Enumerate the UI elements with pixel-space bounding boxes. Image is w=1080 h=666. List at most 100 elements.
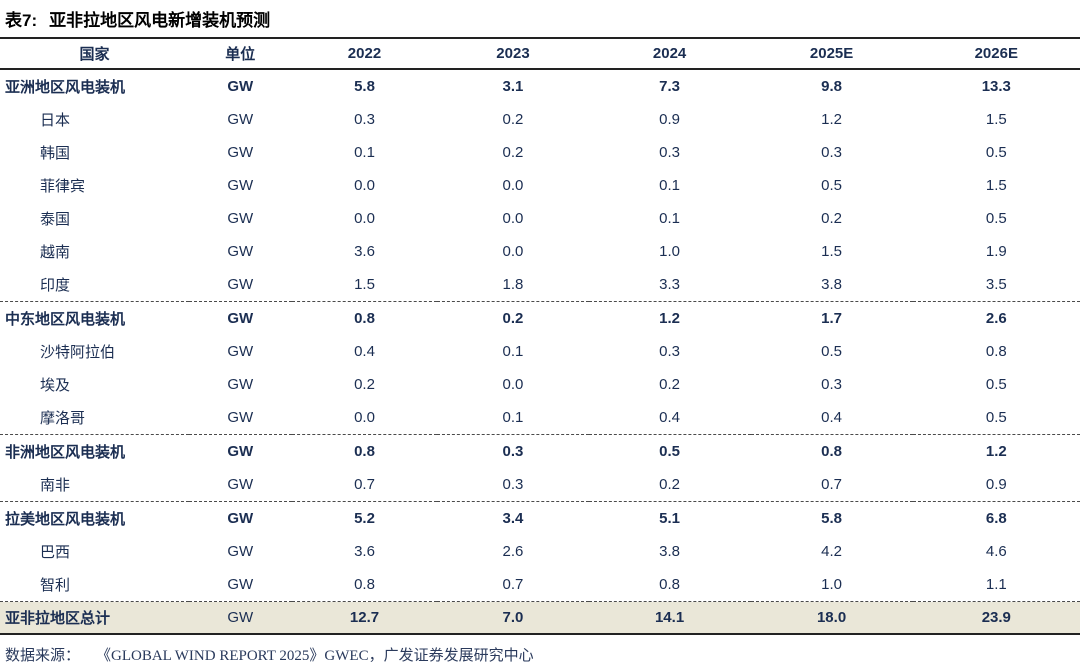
table-row: 亚非拉地区总计 GW 12.7 7.0 14.1 18.0 23.9 <box>0 601 1080 635</box>
unit-cell: GW <box>227 210 254 227</box>
value-cell: 0.0 <box>354 177 375 194</box>
wind-installation-forecast-table: 国家 单位 2022 2023 2024 2025E 2026E 亚洲地区风电装… <box>0 37 1080 635</box>
table-row: 拉美地区风电装机 GW 5.2 3.4 5.1 5.8 6.8 <box>0 501 1080 535</box>
value-cell: 9.8 <box>821 78 842 95</box>
unit-cell: GW <box>227 177 254 194</box>
country-cell: 拉美地区风电装机 <box>0 501 189 535</box>
value-cell: 0.7 <box>821 476 842 493</box>
column-header-2026e: 2026E <box>912 38 1080 70</box>
value-cell: 23.9 <box>912 601 1080 635</box>
value-cell: 0.3 <box>659 144 680 161</box>
country-cell: 非洲地区风电装机 <box>0 434 189 468</box>
table-header-row: 国家 单位 2022 2023 2024 2025E 2026E <box>0 38 1080 70</box>
value-cell: 1.9 <box>985 243 1007 260</box>
table-number-label: 表7: <box>5 11 38 30</box>
value-cell: 0.2 <box>821 210 842 227</box>
country-cell: 印度 <box>40 277 71 294</box>
country-cell: 韩国 <box>40 145 71 162</box>
value-cell: 3.6 <box>354 243 375 260</box>
value-cell: 1.2 <box>588 301 751 335</box>
value-cell: 0.7 <box>354 476 375 493</box>
value-cell: 5.8 <box>354 78 375 95</box>
country-cell: 埃及 <box>40 377 71 394</box>
table-row: 菲律宾 GW 0.0 0.0 0.1 0.5 1.5 <box>0 169 1080 202</box>
unit-cell: GW <box>227 543 254 560</box>
table-row: 南非 GW 0.7 0.3 0.2 0.7 0.9 <box>0 468 1080 502</box>
table-row: 印度 GW 1.5 1.8 3.3 3.8 3.5 <box>0 268 1080 302</box>
value-cell: 0.3 <box>437 434 589 468</box>
data-source-note: 数据来源： 《GLOBAL WIND REPORT 2025》GWEC，广发证券… <box>0 635 1080 665</box>
country-cell: 南非 <box>40 477 71 494</box>
value-cell: 1.1 <box>985 576 1007 593</box>
unit-cell: GW <box>189 434 292 468</box>
column-header-country: 国家 <box>0 38 189 70</box>
value-cell: 14.1 <box>588 601 751 635</box>
country-cell: 泰国 <box>40 211 71 228</box>
country-cell: 日本 <box>40 112 71 129</box>
table-row: 沙特阿拉伯 GW 0.4 0.1 0.3 0.5 0.8 <box>0 335 1080 368</box>
table-row: 亚洲地区风电装机 GW 5.8 3.1 7.3 9.8 13.3 <box>0 69 1080 103</box>
value-cell: 0.2 <box>659 476 680 493</box>
country-cell: 摩洛哥 <box>40 410 86 427</box>
table-row: 日本 GW 0.3 0.2 0.9 1.2 1.5 <box>0 103 1080 136</box>
table-title-text: 亚非拉地区风电新增装机预测 <box>49 11 271 30</box>
value-cell: 0.1 <box>354 144 375 161</box>
table-title: 表7: 亚非拉地区风电新增装机预测 <box>0 0 1080 37</box>
table-row: 韩国 GW 0.1 0.2 0.3 0.3 0.5 <box>0 136 1080 169</box>
value-cell: 2.6 <box>912 301 1080 335</box>
value-cell: 3.8 <box>659 543 680 560</box>
unit-cell: GW <box>227 476 254 493</box>
value-cell: 0.5 <box>985 144 1007 161</box>
value-cell: 0.0 <box>354 409 375 426</box>
unit-cell: GW <box>189 301 292 335</box>
data-source-label: 数据来源： <box>5 648 81 664</box>
value-cell: 13.3 <box>981 78 1011 95</box>
table-row: 中东地区风电装机 GW 0.8 0.2 1.2 1.7 2.6 <box>0 301 1080 335</box>
value-cell: 0.3 <box>659 343 680 360</box>
value-cell: 0.5 <box>985 376 1007 393</box>
column-header-2024: 2024 <box>588 38 751 70</box>
country-cell: 智利 <box>40 577 71 594</box>
value-cell: 6.8 <box>912 501 1080 535</box>
unit-cell: GW <box>227 78 254 95</box>
value-cell: 1.7 <box>750 301 913 335</box>
value-cell: 0.3 <box>354 111 375 128</box>
value-cell: 0.2 <box>502 144 524 161</box>
value-cell: 0.1 <box>659 177 680 194</box>
table-row: 巴西 GW 3.6 2.6 3.8 4.2 4.6 <box>0 535 1080 568</box>
table-row: 埃及 GW 0.2 0.0 0.2 0.3 0.5 <box>0 368 1080 401</box>
value-cell: 1.2 <box>821 111 842 128</box>
value-cell: 5.8 <box>750 501 913 535</box>
value-cell: 18.0 <box>750 601 913 635</box>
value-cell: 0.0 <box>502 177 524 194</box>
value-cell: 1.8 <box>502 276 524 293</box>
value-cell: 1.2 <box>912 434 1080 468</box>
value-cell: 0.8 <box>750 434 913 468</box>
value-cell: 1.5 <box>985 111 1007 128</box>
unit-cell: GW <box>227 343 254 360</box>
value-cell: 3.5 <box>985 276 1007 293</box>
column-header-2025e: 2025E <box>750 38 913 70</box>
value-cell: 0.2 <box>354 376 375 393</box>
value-cell: 0.8 <box>354 576 375 593</box>
value-cell: 0.0 <box>502 210 524 227</box>
unit-cell: GW <box>227 243 254 260</box>
value-cell: 0.8 <box>291 434 438 468</box>
country-cell: 菲律宾 <box>40 178 86 195</box>
value-cell: 4.2 <box>821 543 842 560</box>
value-cell: 5.1 <box>588 501 751 535</box>
table-body: 亚洲地区风电装机 GW 5.8 3.1 7.3 9.8 13.3 日本 GW 0.3 0.2 0.9 1… <box>0 69 1080 635</box>
value-cell: 1.0 <box>821 576 842 593</box>
value-cell: 7.0 <box>437 601 589 635</box>
value-cell: 0.4 <box>354 343 375 360</box>
value-cell: 0.1 <box>659 210 680 227</box>
value-cell: 4.6 <box>985 543 1007 560</box>
unit-cell: GW <box>227 144 254 161</box>
value-cell: 0.2 <box>659 376 680 393</box>
value-cell: 0.5 <box>985 210 1007 227</box>
value-cell: 0.7 <box>502 576 524 593</box>
unit-cell: GW <box>189 501 292 535</box>
value-cell: 0.1 <box>502 343 524 360</box>
value-cell: 0.9 <box>985 476 1007 493</box>
